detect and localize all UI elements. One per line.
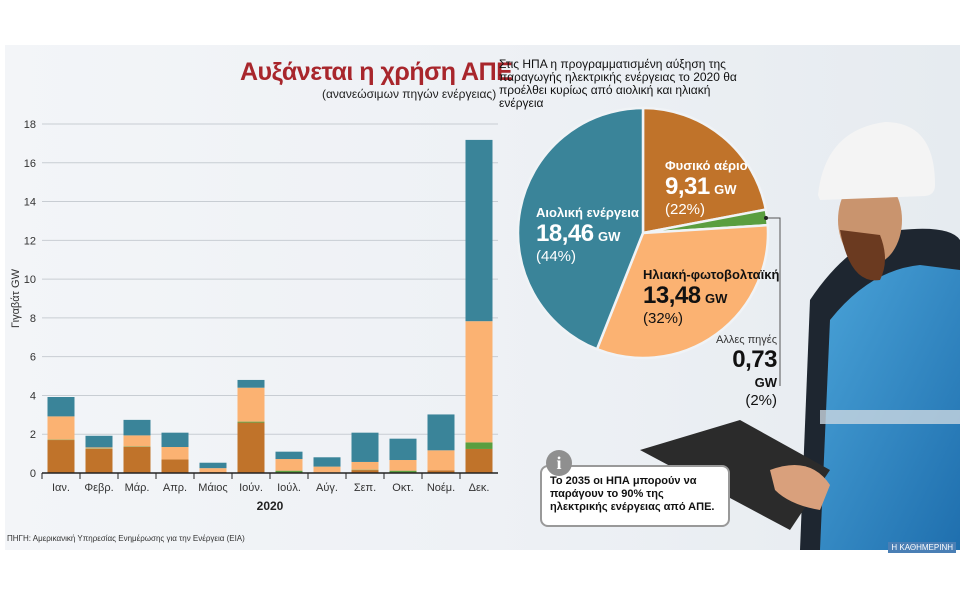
slice-unit: GW: [754, 375, 777, 390]
x-tick-label: Αύγ.: [316, 482, 338, 494]
bar-segment-other: [237, 421, 265, 423]
page-subtitle: (ανανεώσιμων πηγών ενέργειας): [322, 87, 497, 101]
bar-segment-solar: [199, 468, 227, 473]
source-credit: ΠΗΓΗ: Αμερικανική Υπηρεσίας Ενημέρωσης γ…: [7, 534, 245, 543]
y-tick-label: 0: [30, 468, 36, 480]
slice-unit: GW: [705, 291, 728, 306]
x-tick-label: Οκτ.: [392, 482, 413, 494]
y-tick-label: 14: [24, 197, 36, 209]
x-tick-label: Νοέμ.: [427, 482, 455, 494]
bar-segment-wind: [199, 462, 227, 469]
slice-value: 13,48: [643, 282, 701, 309]
bar-segment-gas: [237, 422, 265, 473]
x-tick-label: Ιούν.: [239, 482, 263, 494]
slice-percent: (22%): [665, 201, 706, 218]
slice-name: Ηλιακή-φωτοβολταϊκή: [643, 267, 780, 282]
bar-segment-gas: [85, 448, 113, 473]
x-axis-label: 2020: [257, 499, 284, 513]
bar-segment-solar: [313, 466, 341, 473]
bar-segment-gas: [351, 470, 379, 473]
pie-slice-wind: [516, 106, 645, 351]
bar-segment-gas: [123, 446, 151, 473]
slice-percent: (2%): [745, 392, 777, 409]
pie-label-gas: Φυσικό αέριο 9,31 GW (22%): [665, 158, 748, 218]
bar-segment-solar: [275, 459, 303, 471]
y-tick-label: 16: [24, 158, 36, 170]
x-tick-label: Μάρ.: [125, 482, 150, 494]
slice-value: 0,73: [732, 346, 777, 373]
bar-segment-wind: [237, 379, 265, 388]
x-tick-label: Ιαν.: [52, 482, 70, 494]
bar-segment-gas: [161, 459, 189, 473]
pie-label-other: Αλλες πηγές 0,73 GW (2%): [715, 334, 778, 409]
slice-name: Φυσικό αέριο: [665, 158, 748, 173]
leader-dot: [764, 216, 768, 220]
leader-line: [766, 217, 781, 386]
y-tick-label: 2: [30, 429, 36, 441]
bar-segment-other: [465, 442, 493, 449]
bar-segment-solar: [351, 461, 379, 470]
bar-segment-wind: [275, 451, 303, 460]
y-tick-label: 10: [24, 274, 36, 286]
page-title: Αυξάνεται η χρήση ΑΠΕ: [240, 58, 513, 86]
y-tick-label: 8: [30, 313, 36, 325]
x-tick-label: Φεβρ.: [84, 482, 113, 494]
pie-slice-solar: [595, 223, 770, 360]
bar-segment-wind: [47, 396, 75, 417]
x-tick-label: Απρ.: [163, 482, 187, 494]
y-tick-label: 4: [30, 390, 36, 402]
bar-segment-solar: [237, 387, 265, 422]
y-tick-label: 18: [24, 119, 36, 131]
y-tick-label: 12: [24, 235, 36, 247]
bar-segment-wind: [351, 432, 379, 462]
bar-segment-solar: [85, 447, 113, 449]
bar-segment-wind: [465, 139, 493, 322]
bar-segment-solar: [47, 416, 75, 440]
bar-segment-solar: [123, 435, 151, 447]
pie-intro-text: Στις ΗΠΑ η προγραμματισμένη αύξηση της π…: [499, 57, 737, 110]
slice-unit: GW: [598, 229, 621, 244]
bar-segment-gas: [47, 440, 75, 473]
bar-segment-wind: [85, 435, 113, 448]
slice-value: 18,46: [536, 220, 594, 247]
bar-segment-wind: [427, 414, 455, 451]
bar-segment-solar: [427, 450, 455, 471]
x-tick-label: Μάιος: [198, 482, 227, 494]
slice-name: Αλλες πηγές: [715, 334, 777, 346]
x-tick-label: Σεπ.: [354, 482, 376, 494]
brand-logo: Η ΚΑΘΗΜΕΡΙΝΗ: [888, 542, 956, 553]
y-tick-label: 6: [30, 352, 36, 364]
info-note-text: Το 2035 οι ΗΠΑ μπορούν να παράγουν το 90…: [550, 475, 715, 513]
bar-segment-solar: [389, 460, 417, 471]
x-tick-label: Δεκ.: [469, 482, 490, 494]
bar-segment-solar: [161, 447, 189, 460]
y-axis-label: Γιγαβάτ GW: [10, 268, 22, 328]
bar-segment-wind: [161, 432, 189, 448]
bar-segment-other: [389, 470, 417, 473]
x-tick-label: Ιούλ.: [277, 482, 301, 494]
pie-label-solar: Ηλιακή-φωτοβολταϊκή 13,48 GW (32%): [643, 267, 779, 327]
bar-segment-gas: [465, 448, 493, 473]
bar-segment-wind: [313, 457, 341, 467]
slice-percent: (32%): [643, 310, 684, 327]
pie-label-wind: Αιολική ενέργεια 18,46 GW (44%): [536, 205, 639, 265]
slice-percent: (44%): [536, 248, 577, 265]
bar-segment-solar: [465, 321, 493, 443]
bar-segment-gas: [427, 470, 455, 473]
info-note: Το 2035 οι ΗΠΑ μπορούν να παράγουν το 90…: [540, 465, 730, 527]
bar-segment-other: [275, 470, 303, 473]
bar-segment-wind: [123, 419, 151, 436]
bar-segment-wind: [389, 438, 417, 461]
slice-value: 9,31: [665, 173, 710, 200]
pie-slice-gas: [641, 106, 768, 235]
slice-unit: GW: [714, 182, 737, 197]
slice-name: Αιολική ενέργεια: [536, 205, 639, 220]
info-icon: i: [546, 450, 572, 476]
